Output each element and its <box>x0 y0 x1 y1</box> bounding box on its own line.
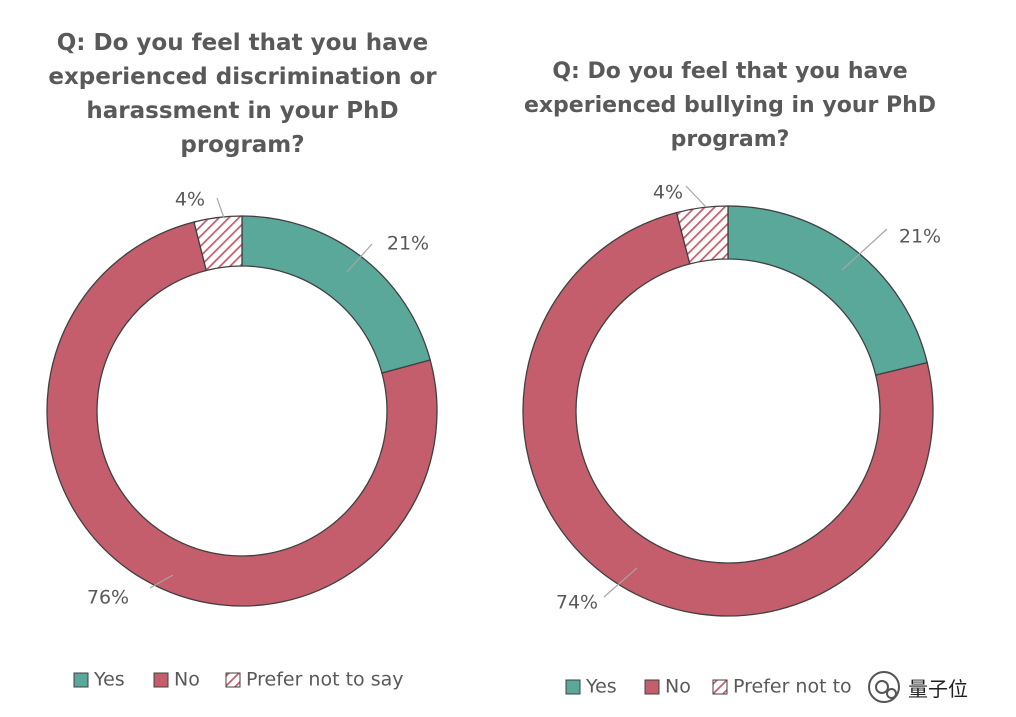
chart-1-title-line: Q: Do you feel that you have <box>56 30 429 56</box>
chart-1-data-label: 76% <box>87 587 129 609</box>
chart-2-leader-line <box>841 228 888 271</box>
chart-2-legend-label: No <box>665 676 691 698</box>
chart-1-legend-swatch <box>225 672 241 688</box>
chart-2-legend-swatch <box>712 679 728 695</box>
watermark-text: 量子位 <box>908 676 968 701</box>
chart-2-legend-label: Prefer not to <box>733 676 852 698</box>
chart-2-data-label: 21% <box>899 226 941 248</box>
chart-2-data-label: 74% <box>556 592 598 614</box>
chart-1-legend-swatch <box>73 672 89 688</box>
chart-2-title-line: program? <box>670 127 790 152</box>
chart-1-title-line: program? <box>180 132 305 158</box>
chart-1-legend-label: Prefer not to say <box>246 669 404 691</box>
chart-2-title-line: experienced bullying in your PhD <box>523 93 937 118</box>
chart-1-legend-swatch <box>153 672 169 688</box>
chart-1-slice-prefer-not-to-say <box>193 215 243 272</box>
chart-2-slice-yes <box>727 205 929 376</box>
chart-1-data-label: 21% <box>387 233 429 255</box>
watermark: 量子位 <box>868 670 968 704</box>
chart-2-slice-prefer-not-to-say <box>675 205 729 265</box>
chart-1-data-label: 4% <box>175 189 205 211</box>
chart-1-leader-line <box>149 574 174 589</box>
chart-1-legend-label: Yes <box>93 669 125 691</box>
chart-2-slice-no <box>522 211 934 617</box>
chart-2-legend-swatch <box>644 679 660 695</box>
chart-1-leader-line <box>346 243 373 273</box>
chart-2-leader-line <box>603 567 638 598</box>
chart-2-legend-swatch <box>565 679 581 695</box>
chart-1-slice-no <box>46 221 438 607</box>
chart-2-data-label: 4% <box>653 182 683 204</box>
wechat-logo-icon <box>868 671 900 703</box>
chart-1-legend-label: No <box>174 669 200 691</box>
chart-2-legend-label: Yes <box>585 676 617 698</box>
chart-2-title: Q: Do you feel that you have experienced… <box>515 55 945 157</box>
chart-1-leader-line <box>216 197 225 219</box>
chart-2-title-line: Q: Do you feel that you have <box>552 59 908 84</box>
chart-1-title: Q: Do you feel that you have experienced… <box>40 26 445 162</box>
chart-1-title-line: harassment in your PhD <box>86 98 399 124</box>
chart-1-title-line: experienced discrimination or <box>48 64 437 90</box>
chart-2-leader-line <box>685 185 707 208</box>
